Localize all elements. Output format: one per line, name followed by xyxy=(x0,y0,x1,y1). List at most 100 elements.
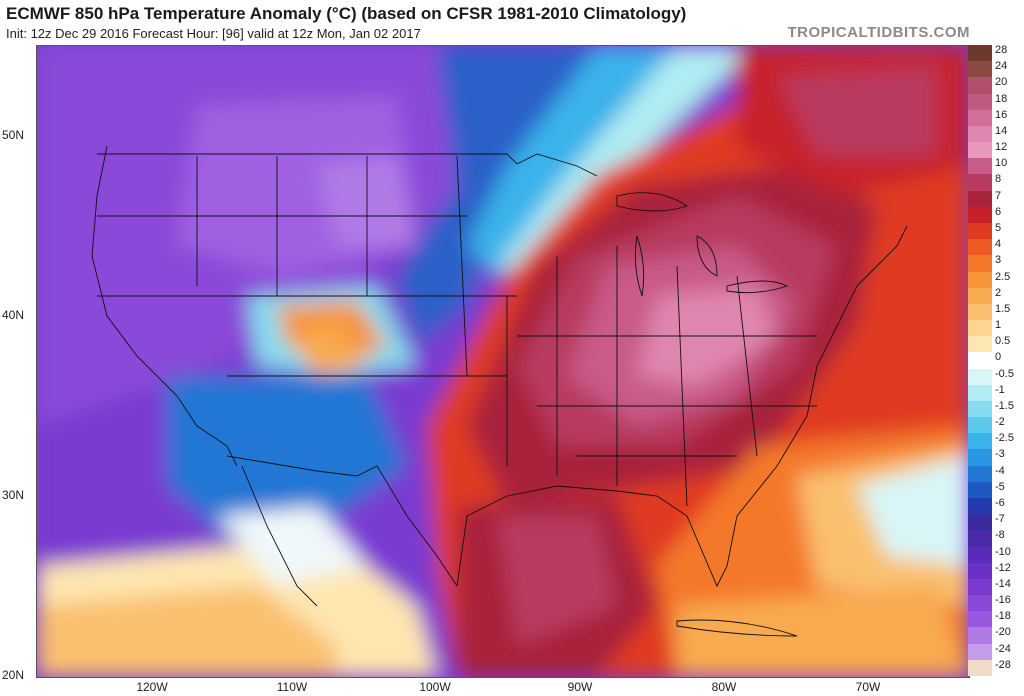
colorbar-row: 10 xyxy=(968,157,1024,175)
colorbar-swatch xyxy=(968,562,992,579)
colorbar-level-label: 7 xyxy=(995,189,1002,202)
colorbar-level-label: 20 xyxy=(995,76,1008,89)
colorbar-level-label: -7 xyxy=(995,513,1005,526)
colorbar-row: -12 xyxy=(968,561,1024,579)
colorbar-swatch xyxy=(968,255,992,272)
colorbar-level-label: -5 xyxy=(995,480,1005,493)
colorbar-row: 12 xyxy=(968,141,1024,159)
lat-label-20n: 20N xyxy=(2,668,25,682)
colorbar-row: -14 xyxy=(968,578,1024,596)
colorbar-level-label: -16 xyxy=(995,594,1011,607)
colorbar-swatch xyxy=(968,643,992,660)
colorbar-swatch xyxy=(968,320,992,337)
colorbar-swatch xyxy=(968,61,992,78)
lat-label-30n: 30N xyxy=(2,488,25,502)
colorbar-level-label: -8 xyxy=(995,529,1005,542)
colorbar-swatch xyxy=(968,303,992,321)
colorbar-level-label: -2 xyxy=(995,416,1005,429)
colorbar-swatch xyxy=(968,595,992,612)
colorbar-row: 0.5 xyxy=(968,335,1024,353)
colorbar-row: 24 xyxy=(968,60,1024,78)
colorbar-row: -2.5 xyxy=(968,432,1024,450)
colorbar-row: -8 xyxy=(968,529,1024,547)
colorbar-level-label: -4 xyxy=(995,464,1005,477)
colorbar-swatch xyxy=(968,498,992,515)
colorbar-level-label: -12 xyxy=(995,561,1011,574)
colorbar-row: 3 xyxy=(968,254,1024,272)
colorbar-row: -18 xyxy=(968,610,1024,628)
colorbar-row: -7 xyxy=(968,513,1024,531)
colorbar-swatch xyxy=(968,93,992,110)
colorbar-swatch xyxy=(968,142,992,159)
colorbar-row: 18 xyxy=(968,92,1024,110)
lon-label-80w: 80W xyxy=(711,680,737,694)
map-subtitle: Init: 12z Dec 29 2016 Forecast Hour: [96… xyxy=(6,26,421,41)
site-watermark: TROPICALTIDBITS.COM xyxy=(787,24,970,41)
colorbar-row: -0.5 xyxy=(968,368,1024,385)
colorbar-row: -4 xyxy=(968,464,1024,482)
colorbar-level-label: 16 xyxy=(995,108,1008,121)
lon-label-110w: 110W xyxy=(276,680,308,694)
colorbar-swatch xyxy=(968,481,992,499)
colorbar-level-label: 6 xyxy=(995,205,1002,218)
colorbar-level-label: 4 xyxy=(995,238,1002,251)
colorbar-swatch xyxy=(968,109,992,126)
colorbar-row: 5 xyxy=(968,222,1024,240)
colorbar-level-label: -1 xyxy=(995,383,1005,396)
colorbar-swatch xyxy=(968,336,992,353)
colorbar-row: 2 xyxy=(968,286,1024,304)
colorbar-row: -1.5 xyxy=(968,399,1024,418)
colorbar-row: -3 xyxy=(968,448,1024,466)
colorbar-level-label: 10 xyxy=(995,157,1008,170)
colorbar-swatch xyxy=(968,400,992,418)
colorbar-level-label: -10 xyxy=(995,545,1011,558)
colorbar-level-label: 3 xyxy=(995,254,1002,267)
colorbar-row: 2.5 xyxy=(968,271,1024,288)
colorbar-row: 4 xyxy=(968,238,1024,256)
lon-label-90w: 90W xyxy=(567,680,593,694)
lon-label-100w: 100W xyxy=(419,680,451,694)
colorbar-level-label: -18 xyxy=(995,610,1011,623)
colorbar-swatch xyxy=(968,352,992,369)
colorbar-swatch xyxy=(968,546,992,563)
colorbar-level-label: -2.5 xyxy=(995,432,1014,445)
colorbar-row: -28 xyxy=(968,659,1024,676)
colorbar-row: 20 xyxy=(968,76,1024,94)
colorbar-level-label: 24 xyxy=(995,60,1008,73)
colorbar-swatch xyxy=(968,239,992,256)
colorbar-row: 1.5 xyxy=(968,302,1024,321)
colorbar-level-label: 1.5 xyxy=(995,302,1011,315)
colorbar-swatch xyxy=(968,449,992,466)
colorbar-level-label: 18 xyxy=(995,92,1008,105)
colorbar-swatch xyxy=(968,45,992,62)
colorbar-level-label: -24 xyxy=(995,642,1011,655)
colorbar-swatch xyxy=(968,190,992,207)
colorbar-row: 16 xyxy=(968,108,1024,126)
colorbar-swatch xyxy=(968,77,992,94)
colorbar-swatch xyxy=(968,158,992,175)
colorbar-row: 0 xyxy=(968,351,1024,369)
colorbar-level-label: -1.5 xyxy=(995,399,1014,412)
colorbar-level-label: 2 xyxy=(995,286,1002,299)
colorbar-swatch xyxy=(968,627,992,644)
colorbar-swatch xyxy=(968,465,992,482)
map-title: ECMWF 850 hPa Temperature Anomaly (°C) (… xyxy=(6,4,687,23)
lon-label-120w: 120W xyxy=(136,680,168,694)
anomaly-map-svg xyxy=(37,46,969,677)
colorbar-swatch xyxy=(968,659,992,676)
colorbar-swatch xyxy=(968,287,992,304)
colorbar-level-label: 1 xyxy=(995,319,1002,332)
colorbar-level-label: -3 xyxy=(995,448,1005,461)
lat-label-40n: 40N xyxy=(2,308,25,322)
colorbar-level-label: 8 xyxy=(995,173,1002,186)
lon-label-70w: 70W xyxy=(855,680,881,694)
colorbar-row: 28 xyxy=(968,44,1024,62)
colorbar-swatch xyxy=(968,271,992,288)
colorbar-legend: 28 24 20 18 16 14 12 10 8 7 6 5 4 3 2.5 2 1.5 1 0.5 0 -0.5 -1… xyxy=(968,44,1024,676)
colorbar-row: -20 xyxy=(968,626,1024,644)
colorbar-level-label: -20 xyxy=(995,626,1011,639)
colorbar-swatch xyxy=(968,530,992,547)
colorbar-level-label: -6 xyxy=(995,497,1005,510)
colorbar-row: -16 xyxy=(968,594,1024,612)
colorbar-swatch xyxy=(968,206,992,223)
